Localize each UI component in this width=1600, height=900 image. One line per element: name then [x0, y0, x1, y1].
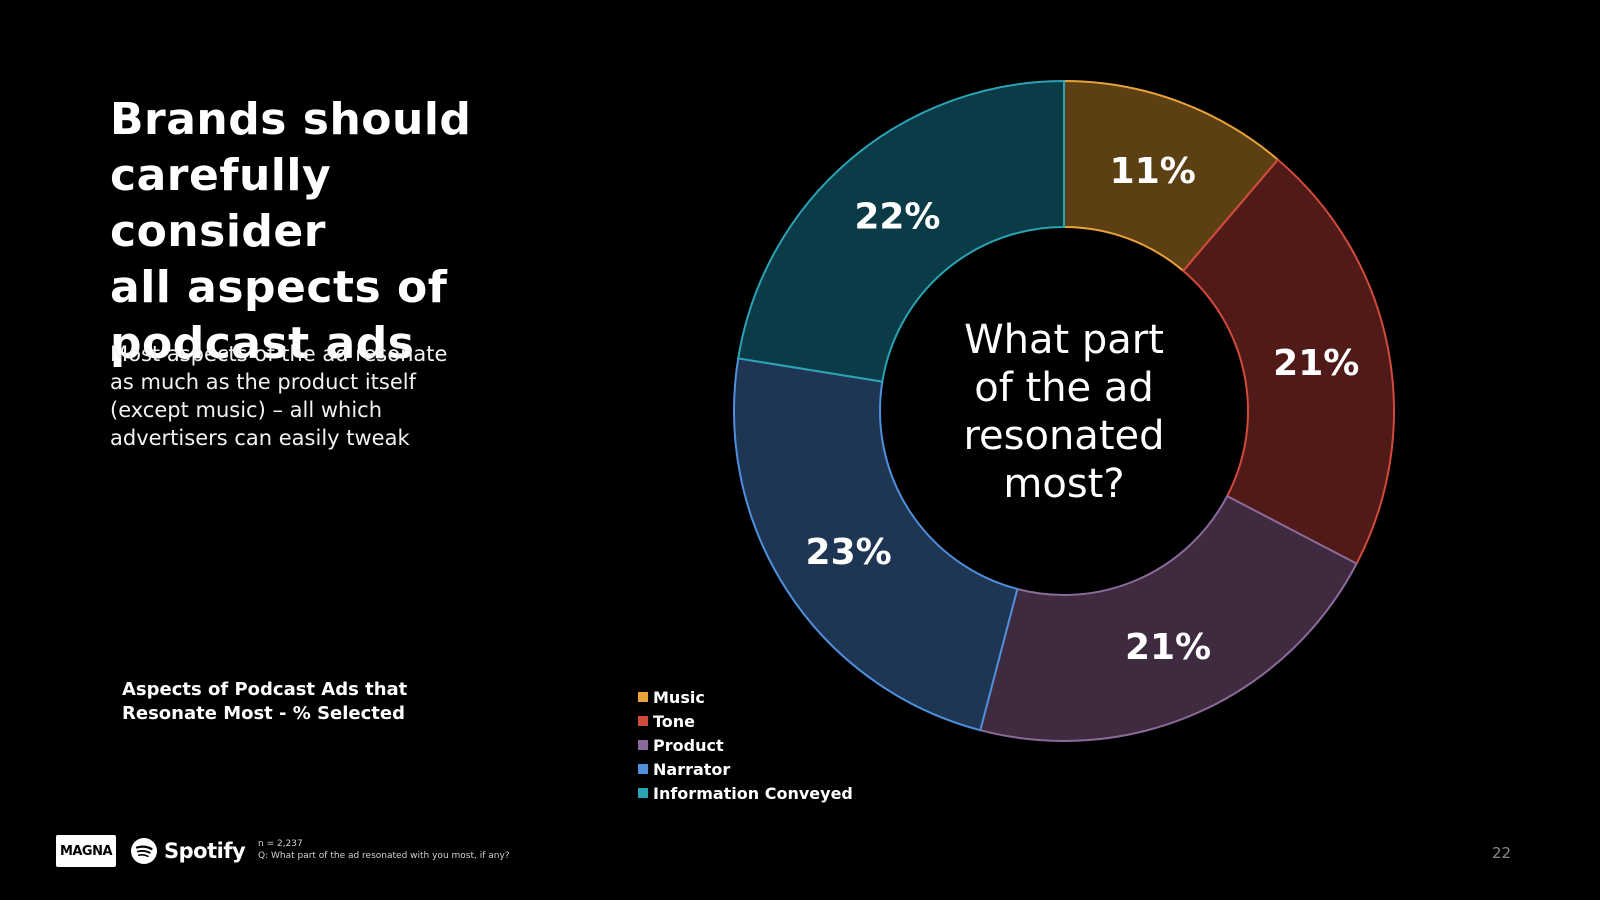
center-text-line: resonated: [963, 413, 1164, 459]
sample-size: n = 2,237: [258, 839, 303, 849]
chart-legend: Music Tone Product Narrator Information Conv…: [638, 685, 853, 805]
slide-title: Brands should carefully consider all asp…: [110, 94, 472, 369]
legend-item: Tone: [638, 709, 853, 733]
legend-label: Product: [653, 735, 724, 755]
slice-product: [979, 494, 1358, 742]
slice-information-conveyed: [737, 79, 1065, 383]
center-text-line: What part: [964, 317, 1164, 363]
magna-logo: MAGNA: [56, 835, 116, 867]
legend-item: Narrator: [638, 757, 853, 781]
survey-question: Q: What part of the ad resonated with yo…: [258, 851, 510, 861]
spotify-wordmark: Spotify: [164, 839, 246, 863]
legend-item: Information Conveyed: [638, 781, 853, 805]
legend-label: Information Conveyed: [653, 783, 853, 803]
data-label-product: 21%: [1125, 627, 1211, 668]
footnote: n = 2,237 Q: What part of the ad resonat…: [258, 838, 510, 862]
legend-swatch: [638, 764, 648, 774]
data-label-tone: 21%: [1273, 343, 1359, 384]
legend-label: Narrator: [653, 759, 731, 779]
legend-label: Tone: [653, 711, 696, 731]
legend-item: Music: [638, 685, 853, 709]
legend-swatch: [638, 716, 648, 726]
center-text-line: of the ad: [974, 365, 1154, 411]
footer-logos: MAGNA Spotify: [56, 835, 246, 867]
legend-item: Product: [638, 733, 853, 757]
slice-narrator: [733, 357, 1019, 732]
slice-tone: [1181, 158, 1395, 565]
data-label-narrator: 23%: [806, 532, 892, 573]
center-text-line: most?: [1003, 461, 1124, 507]
chart-caption: Aspects of Podcast Ads that Resonate Mos…: [122, 679, 408, 724]
slide-subtitle: Most aspects of the ad resonate as much …: [110, 342, 448, 450]
legend-swatch: [638, 788, 648, 798]
spotify-icon: [131, 838, 157, 864]
data-label-information-conveyed: 22%: [854, 196, 940, 237]
legend-swatch: [638, 740, 648, 750]
spotify-logo: Spotify: [130, 837, 246, 865]
legend-swatch: [638, 692, 648, 702]
data-label-music: 11%: [1110, 151, 1196, 192]
legend-label: Music: [653, 687, 705, 707]
page-number: 22: [1492, 844, 1512, 862]
